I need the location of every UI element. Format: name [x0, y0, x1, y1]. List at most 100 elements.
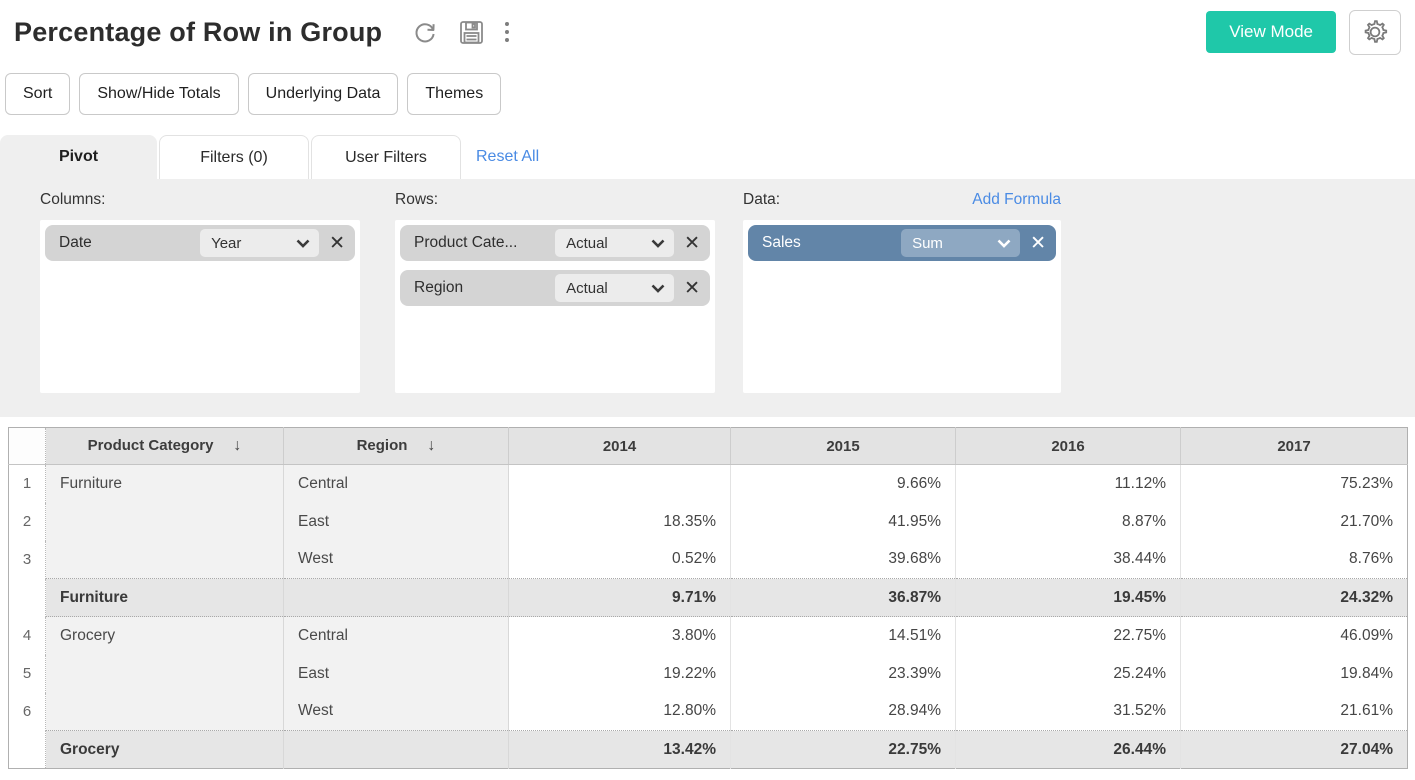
row-number-header [9, 428, 46, 465]
value-cell: 39.68% [731, 541, 956, 579]
value-cell: 14.51% [731, 617, 956, 655]
category-cell: Furniture [46, 465, 284, 503]
pivot-table-body: 1FurnitureCentral9.66%11.12%75.23%2East1… [9, 465, 1408, 769]
view-mode-button[interactable]: View Mode [1206, 11, 1336, 53]
field-name: Region [414, 279, 555, 297]
value-cell: 41.95% [731, 503, 956, 541]
tab-pivot[interactable]: Pivot [0, 135, 157, 179]
title-actions [412, 19, 509, 45]
underlying-data-button[interactable]: Underlying Data [248, 73, 399, 115]
sort-desc-icon[interactable]: ↓ [233, 437, 241, 454]
tab-user-filters[interactable]: User Filters [311, 135, 461, 179]
category-cell [46, 655, 284, 693]
save-icon[interactable] [459, 20, 484, 45]
region-mode-dropdown[interactable]: Actual [555, 274, 674, 302]
table-row: 4GroceryCentral3.80%14.51%22.75%46.09% [9, 617, 1408, 655]
value-cell: 75.23% [1181, 465, 1408, 503]
region-cell [284, 731, 509, 769]
rows-dropzone[interactable]: Product Cate... Actual ✕ Region Actual ✕ [395, 220, 715, 393]
table-row: 6West12.80%28.94%31.52%21.61% [9, 693, 1408, 731]
value-cell: 9.71% [509, 579, 731, 617]
chevron-down-icon [296, 239, 310, 248]
value-cell: 38.44% [956, 541, 1181, 579]
refresh-icon[interactable] [412, 19, 438, 45]
region-cell: Central [284, 465, 509, 503]
columns-section: Columns: Date Year ✕ [40, 189, 360, 393]
rows-label: Rows: [395, 191, 438, 209]
themes-button[interactable]: Themes [407, 73, 501, 115]
total-row: Furniture 9.71%36.87%19.45%24.32% [9, 579, 1408, 617]
value-cell: 21.61% [1181, 693, 1408, 731]
field-pill-sales[interactable]: Sales Sum ✕ [748, 225, 1056, 261]
category-cell [46, 503, 284, 541]
value-cell: 19.45% [956, 579, 1181, 617]
column-header-region[interactable]: Region↓ [284, 428, 509, 465]
remove-field-icon[interactable]: ✕ [684, 234, 700, 253]
toolbar: Sort Show/Hide Totals Underlying Data Th… [5, 73, 1415, 115]
field-pill-date[interactable]: Date Year ✕ [45, 225, 355, 261]
table-row: 2East18.35%41.95%8.87%21.70% [9, 503, 1408, 541]
value-cell: 8.76% [1181, 541, 1408, 579]
value-cell: 22.75% [731, 731, 956, 769]
row-number-cell: 3 [9, 541, 46, 579]
region-cell: East [284, 655, 509, 693]
columns-label: Columns: [40, 191, 105, 209]
sort-desc-icon[interactable]: ↓ [427, 437, 435, 454]
date-granularity-dropdown[interactable]: Year [200, 229, 319, 257]
category-cell [46, 541, 284, 579]
value-cell: 18.35% [509, 503, 731, 541]
region-cell: West [284, 541, 509, 579]
column-header-product-category[interactable]: Product Category↓ [46, 428, 284, 465]
value-cell: 23.39% [731, 655, 956, 693]
value-cell: 27.04% [1181, 731, 1408, 769]
chevron-down-icon [997, 239, 1011, 248]
tab-bar: Pivot Filters (0) User Filters Reset All [0, 135, 1415, 179]
page-title: Percentage of Row in Group [14, 17, 382, 48]
value-cell: 46.09% [1181, 617, 1408, 655]
more-options-icon[interactable] [505, 22, 509, 42]
value-cell: 3.80% [509, 617, 731, 655]
pivot-table-container: Product Category↓ Region↓ 2014 2015 2016… [8, 427, 1415, 769]
value-cell: 19.84% [1181, 655, 1408, 693]
sort-button[interactable]: Sort [5, 73, 70, 115]
field-name: Product Cate... [414, 234, 555, 252]
value-cell: 31.52% [956, 693, 1181, 731]
region-cell: East [284, 503, 509, 541]
columns-dropzone[interactable]: Date Year ✕ [40, 220, 360, 393]
row-number-cell: 5 [9, 655, 46, 693]
product-category-mode-dropdown[interactable]: Actual [555, 229, 674, 257]
value-cell: 0.52% [509, 541, 731, 579]
sales-aggregation-dropdown[interactable]: Sum [901, 229, 1020, 257]
value-cell: 24.32% [1181, 579, 1408, 617]
pivot-builder-panel: Columns: Date Year ✕ Rows: Product Cate.… [0, 179, 1415, 417]
value-cell: 8.87% [956, 503, 1181, 541]
column-header-2014: 2014 [509, 428, 731, 465]
add-formula-link[interactable]: Add Formula [972, 191, 1061, 209]
row-number-cell [9, 579, 46, 617]
table-row: 1FurnitureCentral9.66%11.12%75.23% [9, 465, 1408, 503]
rows-section: Rows: Product Cate... Actual ✕ Region Ac… [395, 189, 715, 393]
field-pill-region[interactable]: Region Actual ✕ [400, 270, 710, 306]
column-header-2015: 2015 [731, 428, 956, 465]
remove-field-icon[interactable]: ✕ [1030, 234, 1046, 253]
value-cell: 36.87% [731, 579, 956, 617]
table-row: 3 West0.52%39.68%38.44%8.76% [9, 541, 1408, 579]
data-label: Data: [743, 191, 780, 209]
show-hide-totals-button[interactable]: Show/Hide Totals [79, 73, 238, 115]
remove-field-icon[interactable]: ✕ [329, 234, 345, 253]
table-row: 5East19.22%23.39%25.24%19.84% [9, 655, 1408, 693]
total-row: Grocery13.42%22.75%26.44%27.04% [9, 731, 1408, 769]
remove-field-icon[interactable]: ✕ [684, 279, 700, 298]
reset-all-link[interactable]: Reset All [476, 148, 539, 166]
data-section: Data: Add Formula Sales Sum ✕ [743, 189, 1061, 393]
value-cell: 28.94% [731, 693, 956, 731]
category-cell: Furniture [46, 579, 284, 617]
region-cell: West [284, 693, 509, 731]
field-name: Sales [762, 234, 901, 252]
value-cell: 21.70% [1181, 503, 1408, 541]
settings-gear-icon[interactable] [1349, 10, 1401, 55]
row-number-cell [9, 731, 46, 769]
tab-filters[interactable]: Filters (0) [159, 135, 309, 179]
field-pill-product-category[interactable]: Product Cate... Actual ✕ [400, 225, 710, 261]
data-dropzone[interactable]: Sales Sum ✕ [743, 220, 1061, 393]
